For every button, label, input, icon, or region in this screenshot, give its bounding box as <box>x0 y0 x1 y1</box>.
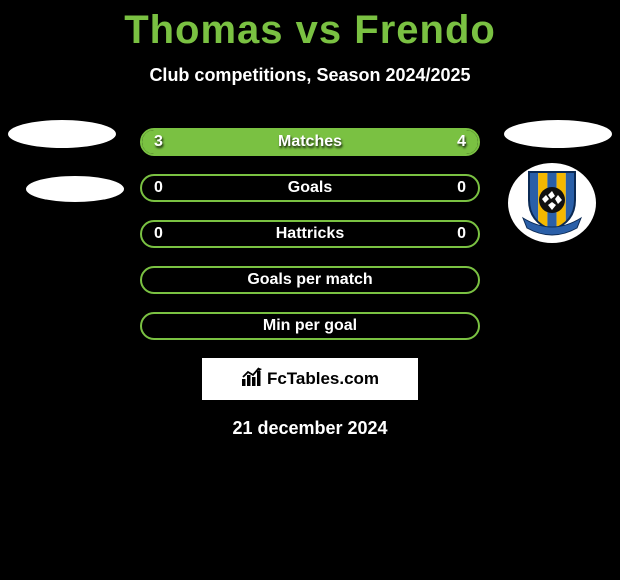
stat-label: Goals <box>163 179 457 197</box>
placeholder-ellipse-icon <box>504 120 612 148</box>
stat-row: Goals per match <box>140 266 480 294</box>
stat-value-left: 0 <box>154 179 163 197</box>
stat-row: 0Goals0 <box>140 174 480 202</box>
chart-icon <box>241 367 263 392</box>
stat-row: 3Matches4 <box>140 128 480 156</box>
stat-value-right: 0 <box>457 225 466 243</box>
stat-label: Goals per match <box>154 271 466 289</box>
brand-badge: FcTables.com <box>202 358 418 400</box>
subtitle: Club competitions, Season 2024/2025 <box>0 65 620 86</box>
brand-text: FcTables.com <box>267 369 379 389</box>
club-badge-icon <box>507 162 597 244</box>
stat-row: Min per goal <box>140 312 480 340</box>
stat-label: Min per goal <box>154 317 466 335</box>
stat-row: 0Hattricks0 <box>140 220 480 248</box>
stat-value-right: 0 <box>457 179 466 197</box>
stat-value-left: 3 <box>154 133 163 151</box>
stat-value-left: 0 <box>154 225 163 243</box>
page-title: Thomas vs Frendo <box>0 0 620 53</box>
placeholder-ellipse-icon <box>8 120 116 148</box>
stat-rows: 3Matches40Goals00Hattricks0Goals per mat… <box>140 128 480 340</box>
placeholder-ellipse-icon <box>26 176 124 202</box>
stat-label: Hattricks <box>163 225 457 243</box>
player1-badges <box>8 120 124 230</box>
stat-value-right: 4 <box>457 133 466 151</box>
stats-area: 3Matches40Goals00Hattricks0Goals per mat… <box>0 128 620 340</box>
player2-badges <box>504 120 612 176</box>
date-text: 21 december 2024 <box>0 418 620 439</box>
stat-label: Matches <box>163 133 457 151</box>
